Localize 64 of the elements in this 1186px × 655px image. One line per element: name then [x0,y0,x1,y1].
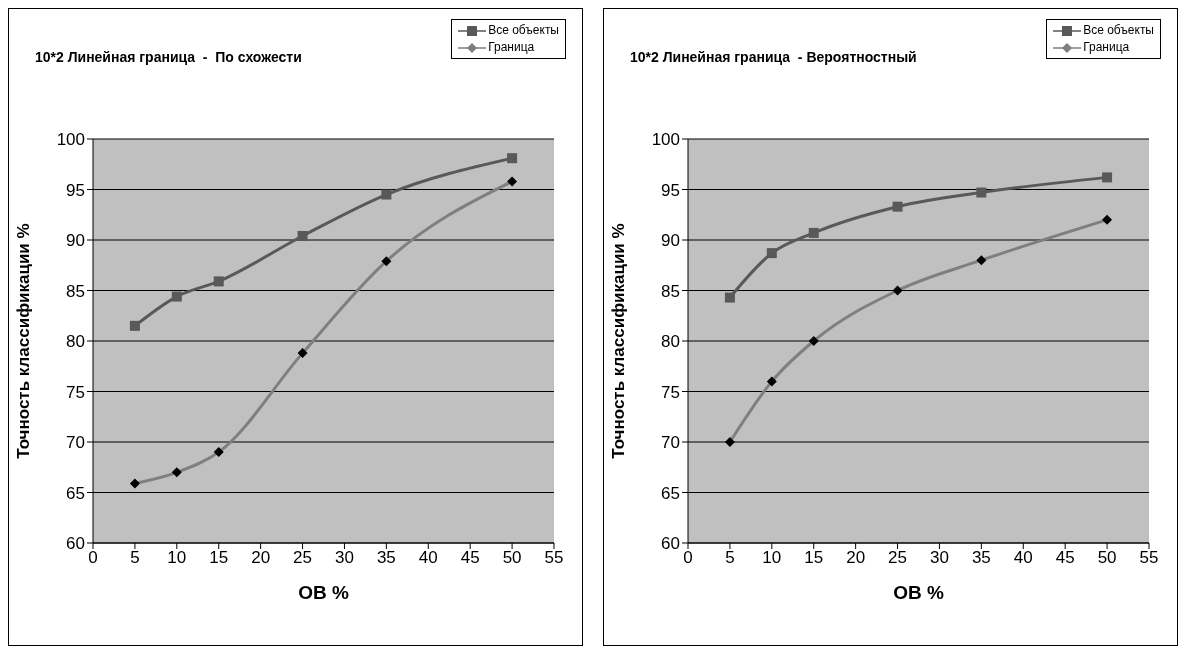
y-tick-label: 70 [661,433,680,453]
x-tick-label: 0 [683,548,693,568]
point [129,320,140,331]
x-tick-label: 25 [888,548,908,568]
point [381,189,392,200]
point [724,292,735,303]
x-tick-label: 35 [376,548,396,568]
point [892,201,903,212]
legend-label: Граница [1083,39,1130,56]
y-tick-label: 75 [66,382,85,402]
point [297,230,308,241]
y-tick-label: 80 [66,332,85,352]
y-tick-label: 100 [651,130,680,150]
x-axis-title: ОВ % [893,582,944,603]
x-tick-label: 20 [846,548,866,568]
x-tick-label: 10 [762,548,782,568]
y-tick-label: 65 [66,483,85,503]
x-tick-label: 5 [725,548,735,568]
x-tick-label: 35 [971,548,991,568]
y-tick-label: 95 [661,180,680,200]
point [1102,172,1113,183]
y-axis-title: Точность классификации % [14,223,34,459]
chart-title: 10*2 Линейная граница - По схожести [35,49,302,65]
x-axis-title: ОВ % [298,582,349,603]
x-tick-label: 45 [1055,548,1075,568]
point [976,187,987,198]
x-tick-label: 15 [804,548,824,568]
y-axis-title: Точность классификации % [609,223,629,459]
y-tick-label: 85 [661,281,680,301]
point [808,227,819,238]
x-tick-label: 50 [1097,548,1117,568]
x-tick-label: 20 [251,548,271,568]
x-tick-label: 5 [130,548,140,568]
legend-label: Граница [488,39,535,56]
x-tick-label: 30 [929,548,949,568]
x-tick-label: 55 [544,548,564,568]
y-tick-label: 95 [66,180,85,200]
y-tick-label: 60 [66,534,85,554]
x-tick-label: 50 [502,548,522,568]
point [766,248,777,259]
y-tick-label: 65 [661,483,680,503]
y-tick-label: 80 [661,332,680,352]
x-tick-label: 0 [88,548,98,568]
y-tick-label: 75 [661,382,680,402]
x-tick-label: 10 [167,548,187,568]
point [171,291,182,302]
x-tick-label: 40 [1013,548,1033,568]
x-tick-label: 25 [293,548,313,568]
legend-label: Все объекты [488,22,559,39]
x-tick-label: 30 [334,548,354,568]
y-tick-label: 90 [66,231,85,251]
x-tick-label: 15 [209,548,229,568]
y-tick-label: 85 [66,281,85,301]
legend-label: Все объекты [1083,22,1154,39]
point [213,276,224,287]
y-tick-label: 70 [66,433,85,453]
point [507,153,518,164]
x-tick-label: 45 [460,548,480,568]
y-tick-label: 100 [56,130,85,150]
y-tick-label: 90 [661,231,680,251]
x-tick-label: 55 [1139,548,1159,568]
x-tick-label: 40 [418,548,438,568]
y-tick-label: 60 [661,534,680,554]
chart-title: 10*2 Линейная граница - Вероятностный [630,49,917,65]
